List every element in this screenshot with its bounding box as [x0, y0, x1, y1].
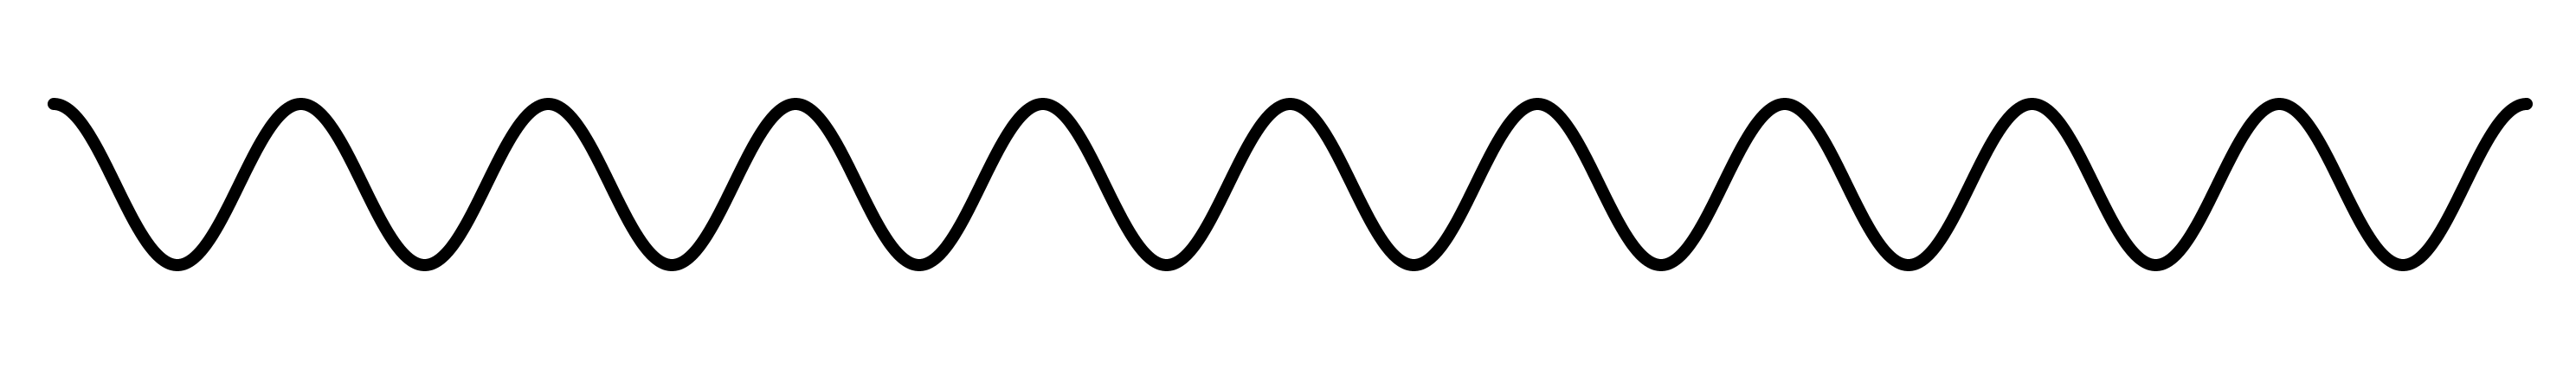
sine-wave-line: [48, 98, 2533, 271]
